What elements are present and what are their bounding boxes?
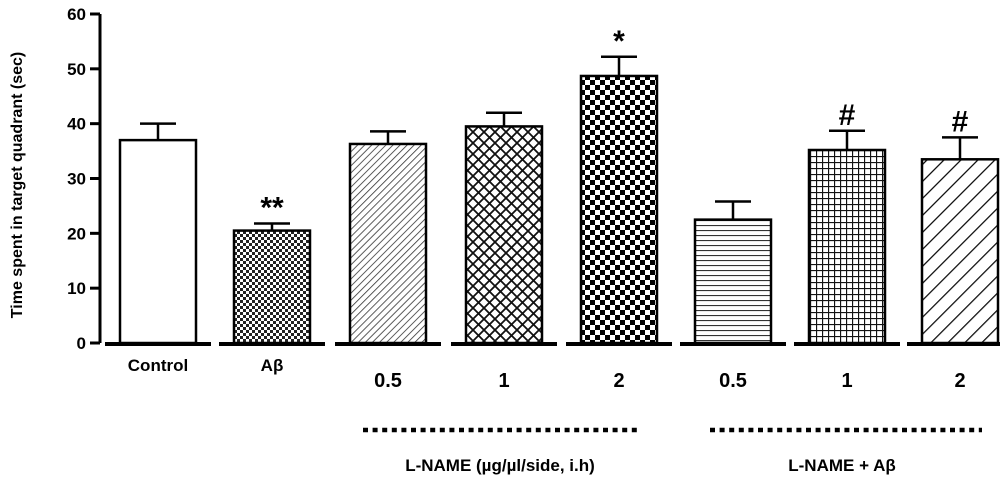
y-axis: 0 10 20 30 40 50 60 <box>67 5 102 353</box>
y-tick-label: 50 <box>67 60 86 79</box>
bar-group <box>105 122 211 346</box>
category-label: Aβ <box>261 356 284 375</box>
y-tick-label: 40 <box>67 115 86 134</box>
y-axis-title: Time spent in target quadrant (sec) <box>9 52 26 318</box>
bar-group <box>451 111 557 346</box>
significance-marker: # <box>839 99 856 132</box>
category-label: 2 <box>954 370 965 392</box>
bar <box>464 125 544 345</box>
category-labels: Control Aβ 0.5 1 2 0.5 1 2 <box>128 356 966 392</box>
category-label: 2 <box>613 370 624 392</box>
group-label-lname: L-NAME (µg/µl/side, i.h) <box>405 456 595 475</box>
bar-group <box>335 130 441 346</box>
category-label: 1 <box>841 370 852 392</box>
y-tick-label: 10 <box>67 279 86 298</box>
bar-group: # <box>907 105 1000 346</box>
bar <box>118 138 198 345</box>
y-tick-label: 0 <box>77 334 86 353</box>
bar-group: * <box>566 25 672 346</box>
category-label: Control <box>128 356 188 375</box>
bar <box>807 148 887 345</box>
significance-marker: ** <box>260 191 284 224</box>
bar-group: # <box>794 99 900 346</box>
group-label-lname-abeta: L-NAME + Aβ <box>788 456 896 475</box>
bar <box>920 158 1000 345</box>
category-label: 0.5 <box>719 370 747 392</box>
category-label: 1 <box>498 370 509 392</box>
y-tick-label: 30 <box>67 170 86 189</box>
bars: ***# # <box>105 25 1000 346</box>
significance-marker: * <box>613 25 625 58</box>
y-tick-label: 60 <box>67 5 86 24</box>
significance-marker: # <box>952 105 969 138</box>
bar <box>693 218 773 345</box>
bar-group: ** <box>219 191 325 346</box>
bar <box>348 142 428 345</box>
y-tick-label: 20 <box>67 224 86 243</box>
bar <box>232 229 312 345</box>
category-label: 0.5 <box>374 370 402 392</box>
bar <box>579 74 659 345</box>
bar-group <box>680 200 786 346</box>
